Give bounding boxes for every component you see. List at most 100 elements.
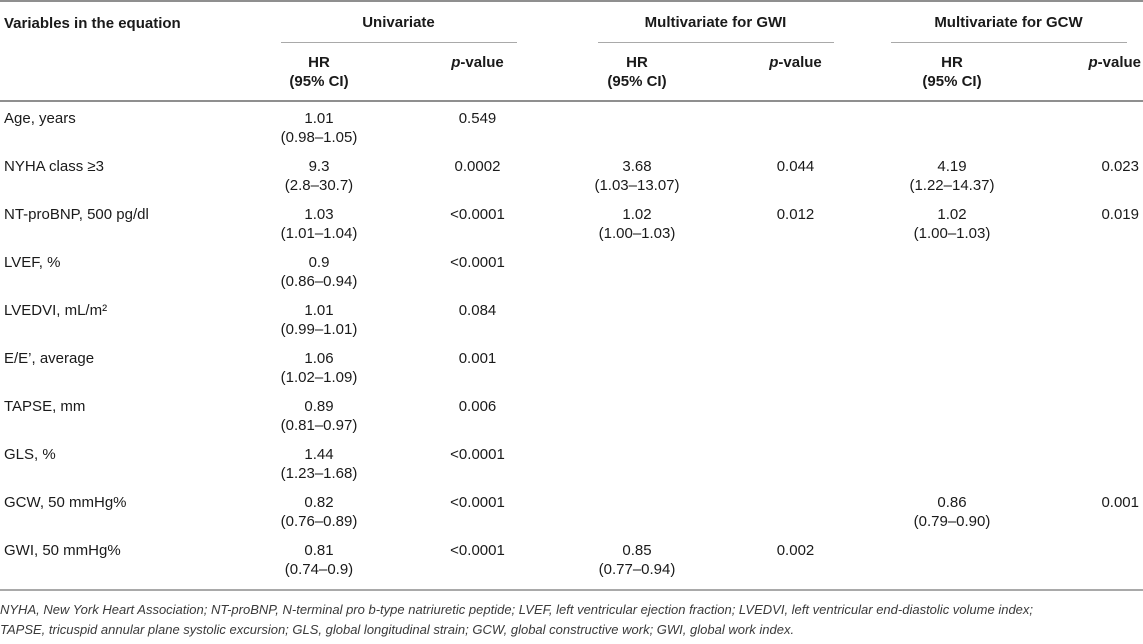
ci-value [874,128,1030,147]
gwi-p-cell [717,294,874,342]
p-value: <0.0001 [450,542,505,559]
p-value [1030,541,1139,560]
univariate-p-cell: 0.001 [398,342,557,390]
univariate-hr-cell: 1.01 (0.98–1.05) [240,101,398,150]
p-value: 0.002 [776,542,815,559]
gcw-hr-cell [874,534,1030,582]
gwi-hr-header: HR (95% CI) [557,43,717,102]
gwi-p-cell [717,342,874,390]
univariate-p-cell: <0.0001 [398,438,557,486]
gcw-p-cell: 0.023 [1030,150,1143,198]
ci-value [874,320,1030,339]
table-footnote: NYHA, New York Heart Association; NT-pro… [0,589,1143,640]
gcw-hr-cell [874,294,1030,342]
p-value: 0.084 [458,302,497,319]
p-value [1030,253,1139,272]
p-value: <0.0001 [450,494,505,511]
univariate-hr-cell: 1.06 (1.02–1.09) [240,342,398,390]
p-value [717,109,874,128]
univariate-p-cell: 0.549 [398,101,557,150]
gwi-hr-cell [557,390,717,438]
row-label: NT-proBNP, 500 pg/dl [4,206,149,223]
gcw-hr-cell [874,342,1030,390]
ci-label: (95% CI) [289,73,349,90]
ci-value [557,320,717,339]
p-value [1030,397,1139,416]
univariate-p-header: p-value [398,43,557,102]
row-label: Age, years [4,110,76,127]
ci-value: (2.8–30.7) [284,177,354,194]
hr-value: 4.19 [937,158,967,175]
hr-value [874,109,1030,128]
gwi-hr-cell [557,294,717,342]
hr-label: HR [941,54,963,71]
hr-value [557,445,717,464]
univariate-p-cell: 0.006 [398,390,557,438]
table-row: Age, years 1.01 (0.98–1.05) 0.549 [0,101,1143,150]
hr-value: 1.44 [304,446,334,463]
p-value [717,397,874,416]
ci-label: (95% CI) [607,73,667,90]
ci-value: (1.00–1.03) [913,225,991,242]
gwi-p-cell: 0.002 [717,534,874,582]
gcw-p-cell [1030,246,1143,294]
ci-value [874,272,1030,291]
table-row: GWI, 50 mmHg% 0.81 (0.74–0.9) <0.0001 0.… [0,534,1143,582]
gcw-p-cell [1030,390,1143,438]
ci-value: (0.98–1.05) [280,129,358,146]
univariate-p-cell: <0.0001 [398,246,557,294]
p-value: 0.006 [458,398,497,415]
gcw-p-cell: 0.001 [1030,486,1143,534]
gcw-hr-cell [874,246,1030,294]
gwi-hr-cell: 1.02 (1.00–1.03) [557,198,717,246]
univariate-p-cell: <0.0001 [398,198,557,246]
ci-value [557,128,717,147]
gcw-hr-cell: 1.02 (1.00–1.03) [874,198,1030,246]
p-value [717,349,874,368]
hr-value: 3.68 [622,158,652,175]
p-value: 0.001 [1101,494,1139,511]
hr-value [874,397,1030,416]
hr-value [874,253,1030,272]
ci-value: (0.81–0.97) [280,417,358,434]
p-value [717,253,874,272]
p-value: 0.001 [458,350,497,367]
gcw-hr-cell: 0.86 (0.79–0.90) [874,486,1030,534]
gcw-p-cell: 0.019 [1030,198,1143,246]
gcw-hr-header: HR (95% CI) [874,43,1030,102]
ci-value: (1.00–1.03) [598,225,676,242]
ci-value: (1.23–1.68) [280,465,358,482]
p-suffix: -value [1097,54,1141,71]
hr-value [557,109,717,128]
p-value [1030,109,1139,128]
gwi-hr-cell [557,101,717,150]
gwi-hr-cell: 0.85 (0.77–0.94) [557,534,717,582]
gcw-p-cell [1030,438,1143,486]
hr-value: 0.82 [304,494,334,511]
hr-value: 0.81 [304,542,334,559]
group-label-univariate: Univariate [280,14,517,43]
ci-value: (0.79–0.90) [913,513,991,530]
p-value [1030,301,1139,320]
univariate-p-cell: <0.0001 [398,534,557,582]
group-header-row: Variables in the equation Univariate Mul… [0,1,1143,102]
p-value: <0.0001 [450,446,505,463]
p-value: 0.044 [776,158,815,175]
hr-value: 1.01 [304,110,334,127]
gcw-p-cell [1030,534,1143,582]
hr-value: 0.85 [622,542,652,559]
p-value [1030,349,1139,368]
gwi-hr-cell: 3.68 (1.03–13.07) [557,150,717,198]
univariate-hr-header: HR (95% CI) [240,43,398,102]
row-label: GLS, % [4,446,56,463]
hr-label: HR [308,54,330,71]
p-value [717,445,874,464]
univariate-hr-cell: 1.44 (1.23–1.68) [240,438,398,486]
gwi-hr-cell [557,342,717,390]
p-value: <0.0001 [450,206,505,223]
gcw-hr-cell [874,438,1030,486]
group-label-multivariate-gwi: Multivariate for GWI [597,14,834,43]
ci-value [557,272,717,291]
univariate-hr-cell: 0.89 (0.81–0.97) [240,390,398,438]
